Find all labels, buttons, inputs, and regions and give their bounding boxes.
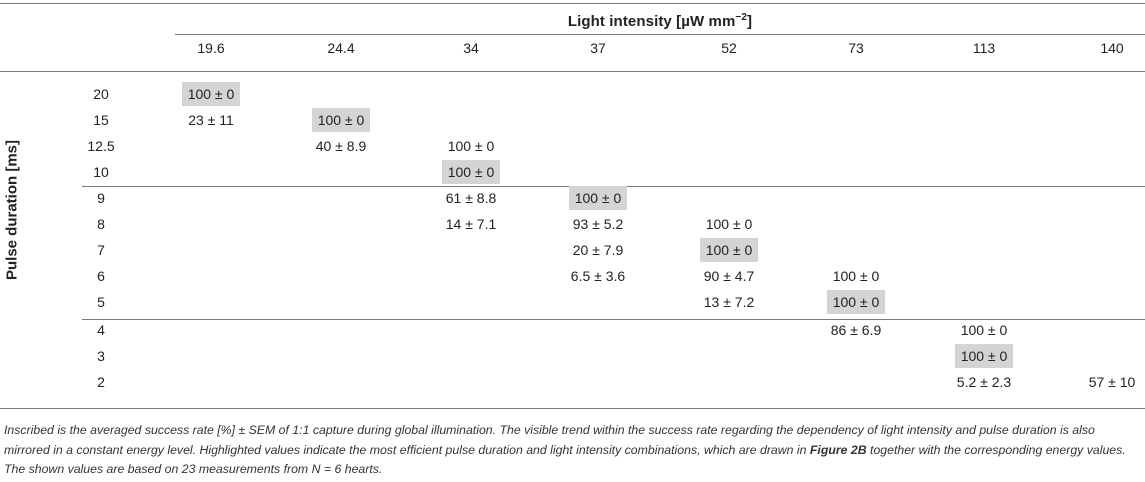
cell-value: 100 ± 0 [568,186,628,210]
row-label: 12.5 [87,138,115,154]
table-cell: 23 ± 11 [166,112,256,128]
column-header: 52 [721,40,737,56]
title-suffix: ] [747,13,753,30]
cell-value: 100 ± 0 [441,160,501,184]
column-header: 113 [972,40,996,56]
title-exponent: −2 [735,12,747,23]
column-header: 34 [463,40,479,56]
cell-value: 13 ± 7.2 [703,294,755,310]
cell-value: 6.5 ± 3.6 [570,268,626,284]
cell-value: 100 ± 0 [311,108,371,132]
column-header: 37 [590,40,606,56]
cell-value: 100 ± 0 [699,238,759,262]
column-header: 73 [848,40,864,56]
table-caption: Inscribed is the averaged success rate [… [4,421,1139,480]
header-bottom-rule [0,71,1145,72]
highlighted-cell: 100 ± 0 [426,160,516,184]
cell-value: 100 ± 0 [954,344,1014,368]
caption-text-2: together with the corresponding energy v… [4,442,1126,477]
row-label: 7 [97,242,105,258]
caption-text-1: Inscribed is the averaged success rate [… [4,423,1095,457]
table-cell: 57 ± 10 [1067,374,1145,390]
cell-value: 57 ± 10 [1088,374,1136,390]
row-axis-label: Pulse duration [ms] [3,139,21,281]
table-cell: 14 ± 7.1 [426,216,516,232]
highlighted-cell: 100 ± 0 [166,82,256,106]
highlighted-cell: 100 ± 0 [811,290,901,314]
column-header: 140 [1100,40,1124,56]
cell-value: 14 ± 7.1 [445,216,497,232]
row-label: 10 [93,164,109,180]
column-header: 19.6 [197,40,225,56]
cell-value: 5.2 ± 2.3 [956,374,1012,390]
table-cell: 61 ± 8.8 [426,190,516,206]
header-divider-rule [175,34,1145,35]
table-cell: 100 ± 0 [939,322,1029,338]
title-mu: µ [681,13,690,30]
table-bottom-rule [0,408,1145,409]
table-cell: 90 ± 4.7 [684,268,774,284]
row-label: 15 [93,112,109,128]
table-cell: 93 ± 5.2 [553,216,643,232]
table-cell: 13 ± 7.2 [684,294,774,310]
cell-value: 61 ± 8.8 [445,190,497,206]
cell-value: 86 ± 6.9 [830,322,882,338]
cell-value: 100 ± 0 [960,322,1008,338]
highlighted-cell: 100 ± 0 [553,186,643,210]
table-cell: 86 ± 6.9 [811,322,901,338]
highlighted-cell: 100 ± 0 [296,108,386,132]
cell-value: 100 ± 0 [832,268,880,284]
cell-value: 90 ± 4.7 [703,268,755,284]
table-cell: 5.2 ± 2.3 [939,374,1029,390]
cell-value: 100 ± 0 [447,138,495,154]
table-cell: 100 ± 0 [684,216,774,232]
table-cell: 6.5 ± 3.6 [553,268,643,284]
cell-value: 100 ± 0 [705,216,753,232]
column-header: 24.4 [327,40,355,56]
row-label: 3 [97,348,105,364]
title-prefix: Light intensity [ [567,13,682,30]
row-label: 9 [97,190,105,206]
title-unit: W mm [689,13,736,30]
row-label: 2 [97,374,105,390]
row-label: 8 [97,216,105,232]
table-cell: 100 ± 0 [426,138,516,154]
column-group-title: Light intensity [µW mm−2] [175,12,1145,30]
table-cell: 20 ± 7.9 [553,242,643,258]
row-label: 5 [97,294,105,310]
cell-value: 40 ± 8.9 [315,138,367,154]
table-cell: 40 ± 8.9 [296,138,386,154]
highlighted-cell: 100 ± 0 [684,238,774,262]
cell-value: 93 ± 5.2 [572,216,624,232]
highlighted-cell: 100 ± 0 [939,344,1029,368]
row-label: 4 [97,322,105,338]
cell-value: 100 ± 0 [826,290,886,314]
table-cell: 100 ± 0 [811,268,901,284]
row-label: 6 [97,268,105,284]
figure-reference-link[interactable]: Figure 2B [809,442,867,457]
cell-value: 23 ± 11 [188,112,234,128]
group-divider-2 [82,319,1145,320]
cell-value: 100 ± 0 [181,82,241,106]
table-top-rule [0,3,1145,4]
row-label: 20 [93,86,109,102]
cell-value: 20 ± 7.9 [572,242,624,258]
